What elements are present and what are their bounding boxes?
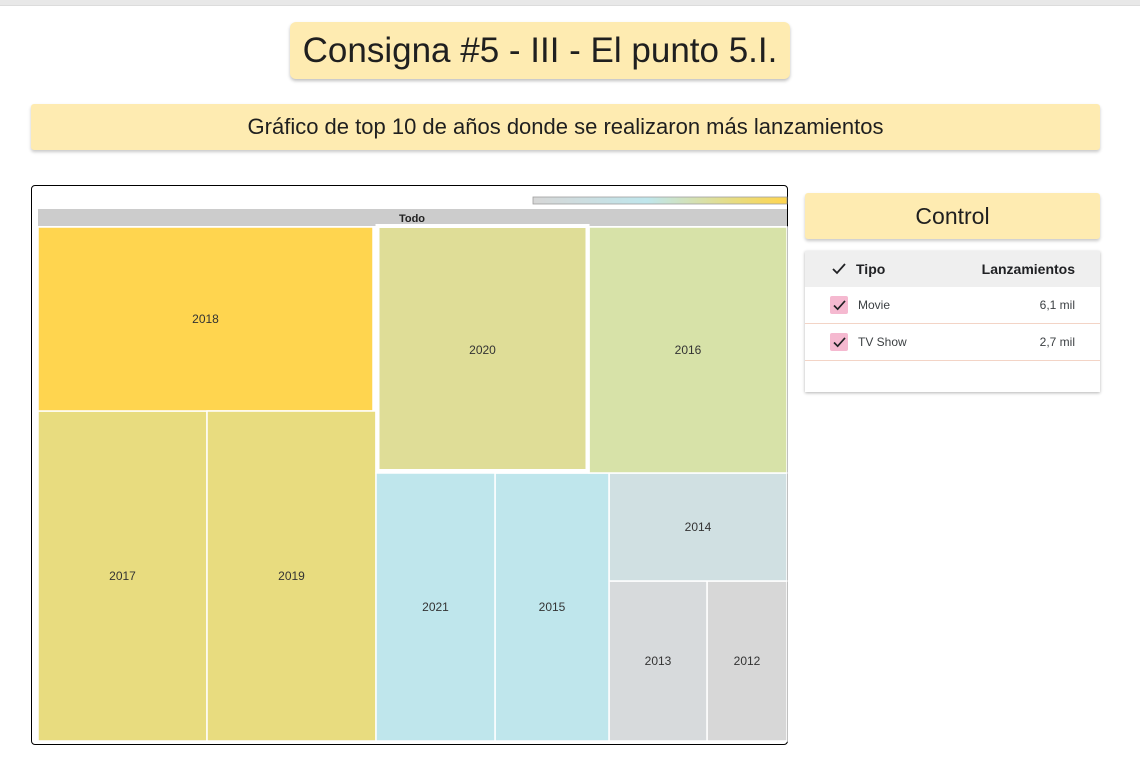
select-all-check-icon[interactable] (832, 263, 846, 275)
control-table-header[interactable]: Tipo Lanzamientos (805, 251, 1100, 287)
treemap-rect-2021[interactable] (375, 472, 496, 742)
treemap-cell-2019[interactable]: 2019 (206, 410, 377, 742)
row-value: 6,1 mil (1039, 298, 1075, 312)
treemap-label-2012: 2012 (734, 654, 761, 668)
treemap-cell-2015[interactable]: 2015 (494, 472, 610, 742)
control-title: Control (805, 193, 1100, 239)
movie-checkbox[interactable] (830, 296, 848, 314)
treemap-chart[interactable]: Todo 2012 2013 2014 2015 2016 2017 2018 2019 202… (31, 185, 788, 745)
row-label: TV Show (858, 335, 907, 349)
treemap-rect-2019[interactable] (206, 410, 377, 742)
treemap-label-2015: 2015 (539, 600, 566, 614)
row-value: 2,7 mil (1039, 335, 1075, 349)
treemap-cell-2013[interactable]: 2013 (608, 580, 708, 742)
treemap-label-2021: 2021 (422, 600, 449, 614)
page-title-text: Consigna #5 - III - El punto 5.I. (302, 30, 778, 70)
control-title-text: Control (915, 202, 990, 229)
control-row-movie[interactable]: Movie 6,1 mil (805, 287, 1100, 324)
treemap-cell-2014[interactable]: 2014 (608, 472, 788, 582)
treemap-rect-2015[interactable] (494, 472, 610, 742)
chart-subtitle-text: Gráfico de top 10 de años donde se reali… (247, 114, 884, 139)
treemap-rect-2012[interactable] (706, 580, 788, 742)
control-filter-table[interactable]: Tipo Lanzamientos Movie 6,1 mil TV Show … (805, 251, 1100, 392)
treemap-label-2019: 2019 (278, 569, 305, 583)
treemap-cell-2017[interactable]: 2017 (37, 410, 208, 742)
treemap-header[interactable]: Todo (38, 209, 787, 226)
page-title: Consigna #5 - III - El punto 5.I. (290, 22, 790, 79)
chart-subtitle: Gráfico de top 10 de años donde se reali… (31, 104, 1100, 150)
treemap-label-2020: 2020 (469, 343, 496, 357)
treemap-label-2018: 2018 (192, 312, 219, 326)
check-icon (832, 336, 846, 347)
treemap-label-2013: 2013 (645, 654, 672, 668)
column-header-lanzamientos[interactable]: Lanzamientos (981, 261, 1075, 277)
color-scale-legend (532, 196, 788, 205)
treemap-rect-2020[interactable] (375, 226, 590, 474)
top-bar (0, 0, 1140, 6)
treemap-rect-2016[interactable] (588, 226, 788, 474)
treemap-svg[interactable]: Todo 2012 2013 2014 2015 2016 2017 2018 2019 202… (32, 186, 789, 746)
treemap-rect-2013[interactable] (608, 580, 708, 742)
treemap-rect-2017[interactable] (37, 410, 208, 742)
check-icon (832, 299, 846, 310)
treemap-cell-2018[interactable]: 2018 (37, 226, 374, 412)
treemap-root-bar[interactable] (38, 209, 787, 226)
treemap-cell-2020[interactable]: 2020 (375, 226, 590, 474)
treemap-cell-2016[interactable]: 2016 (588, 226, 788, 474)
control-row-tv-show[interactable]: TV Show 2,7 mil (805, 324, 1100, 361)
treemap-highlight-outline (375, 224, 590, 473)
treemap-cell-2021[interactable]: 2021 (375, 472, 496, 742)
column-header-tipo[interactable]: Tipo (856, 261, 886, 277)
tv-show-checkbox[interactable] (830, 333, 848, 351)
row-label: Movie (858, 298, 891, 312)
treemap-label-2017: 2017 (109, 569, 136, 583)
treemap-rect-2018[interactable] (37, 226, 374, 412)
treemap-cell-2012[interactable]: 2012 (706, 580, 788, 742)
treemap-label-2014: 2014 (685, 520, 712, 534)
treemap-label-2016: 2016 (675, 343, 702, 357)
treemap-root-label: Todo (399, 213, 425, 225)
